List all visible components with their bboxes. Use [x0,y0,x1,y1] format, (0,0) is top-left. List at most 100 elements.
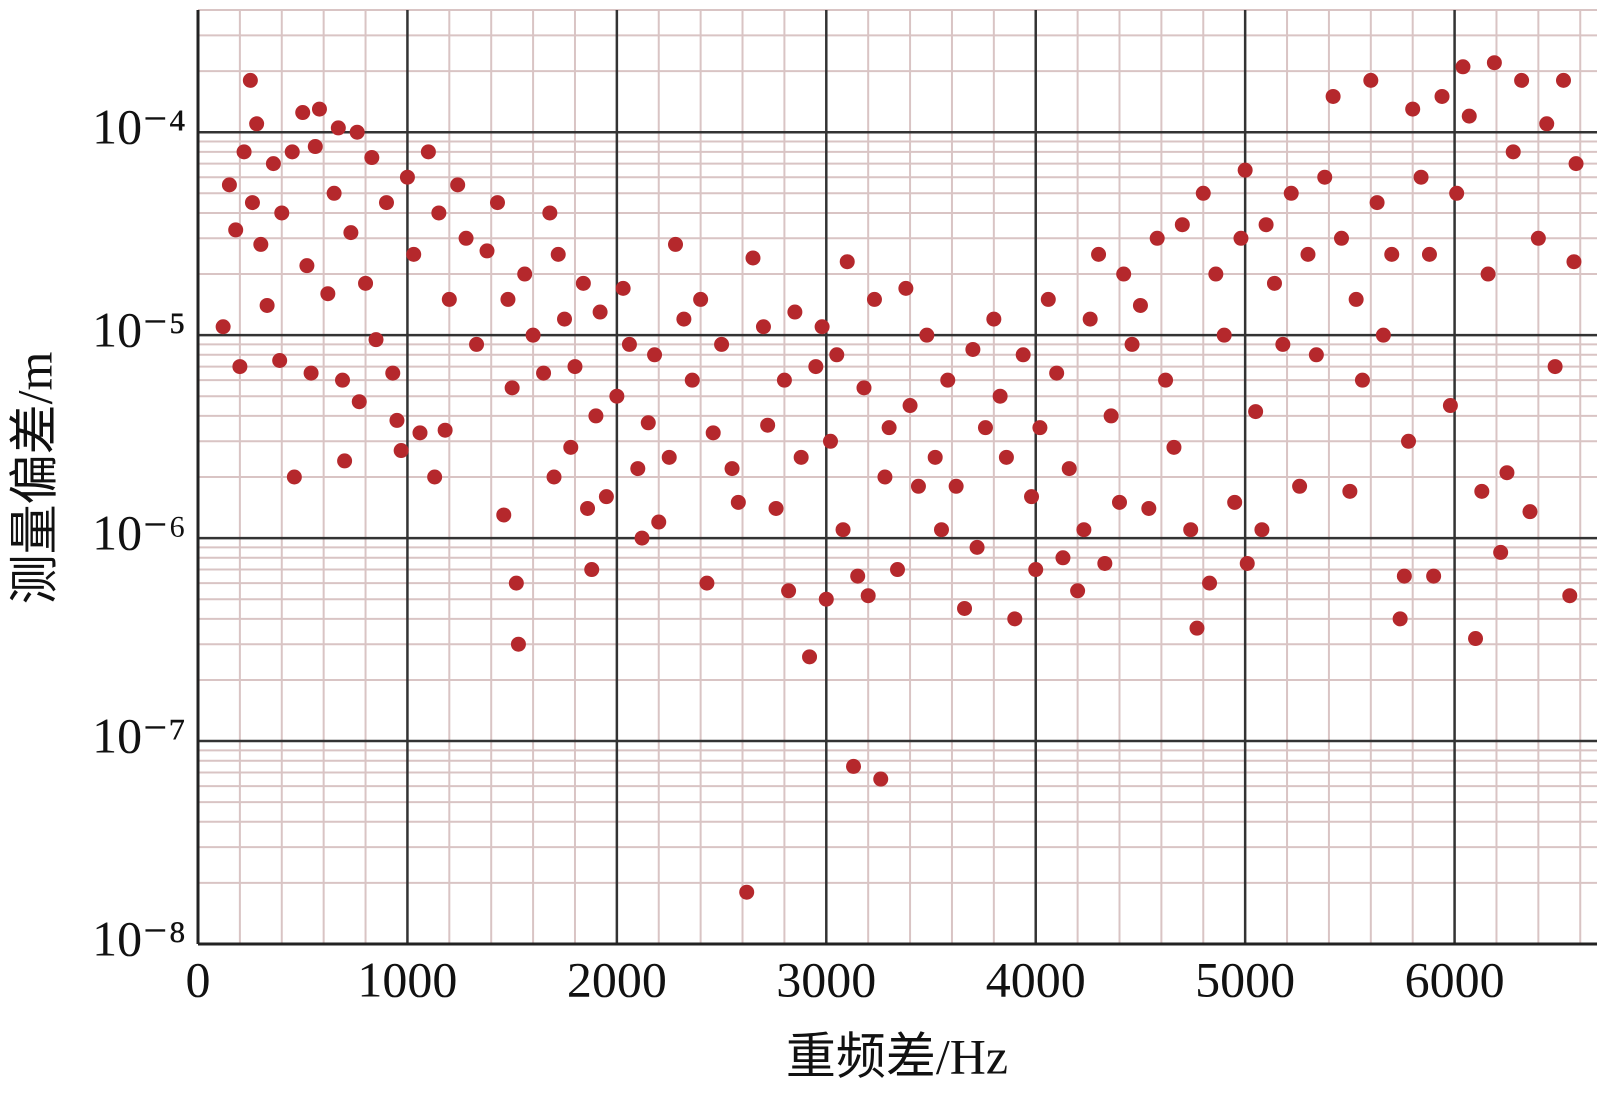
point [343,225,359,241]
point [714,336,730,352]
point [1474,483,1490,499]
point [965,341,981,357]
point [781,583,797,599]
point [755,319,771,335]
point [986,311,1002,327]
point [699,575,715,591]
point [1486,55,1502,71]
point [427,469,443,485]
point [969,539,985,555]
point [1032,420,1048,436]
point [393,443,409,459]
point [1354,372,1370,388]
point [724,461,740,477]
point [563,439,579,455]
point [1091,246,1107,262]
point [1233,230,1249,246]
point [730,494,746,510]
point [517,266,533,282]
point [760,417,776,433]
point [1283,185,1299,201]
point [776,372,792,388]
point [630,461,646,477]
point [651,514,667,530]
point [1239,555,1255,571]
point [940,372,956,388]
point [927,449,943,465]
y-tick-label: 10⁻⁵ [92,302,186,358]
point [1566,254,1582,270]
point [1237,162,1253,178]
point [898,280,914,296]
point [1015,347,1031,363]
point [1007,611,1023,627]
point [634,530,650,546]
point [1216,327,1232,343]
point [274,205,290,221]
point [1317,169,1333,185]
x-tick-label: 6000 [1405,951,1505,1007]
point [580,500,596,516]
point [1348,291,1364,307]
point [508,575,524,591]
point [1401,433,1417,449]
point [1266,275,1282,291]
point [236,144,252,160]
point [1248,404,1264,420]
x-tick-label: 5000 [1195,951,1295,1007]
point [232,359,248,375]
point [431,205,447,221]
point [1049,365,1065,381]
point [818,591,834,607]
point [249,116,265,132]
point [1254,522,1270,538]
y-axis-title: 测量偏差/m [6,352,62,605]
point [787,304,803,320]
point [536,365,552,381]
point [399,169,415,185]
point [860,588,876,604]
point [1124,336,1140,352]
point [1183,522,1199,538]
point [693,291,709,307]
point [1530,230,1546,246]
point [588,408,604,424]
point [1308,347,1324,363]
point [1111,494,1127,510]
point [919,327,935,343]
points [215,55,1584,900]
point [948,478,964,494]
point [1363,72,1379,88]
point [1493,544,1509,560]
point [1421,246,1437,262]
point [992,388,1008,404]
point [378,195,394,211]
point [1449,185,1465,201]
point [808,359,824,375]
point [546,469,562,485]
point [215,319,231,335]
point [299,258,315,274]
point [1195,185,1211,201]
x-tick-label: 2000 [567,951,667,1007]
point [542,205,558,221]
point [1539,116,1555,132]
point [1258,217,1274,233]
x-axis-title: 重频差/Hz [786,1028,1008,1084]
point [873,771,889,787]
point [265,156,281,172]
point [877,469,893,485]
point [458,230,474,246]
point [550,246,566,262]
point [335,372,351,388]
point [621,336,637,352]
point [647,347,663,363]
point [1061,461,1077,477]
x-tick-label: 4000 [986,951,1086,1007]
point [351,394,367,410]
point [1461,108,1477,124]
point [1149,230,1165,246]
point [504,380,520,396]
